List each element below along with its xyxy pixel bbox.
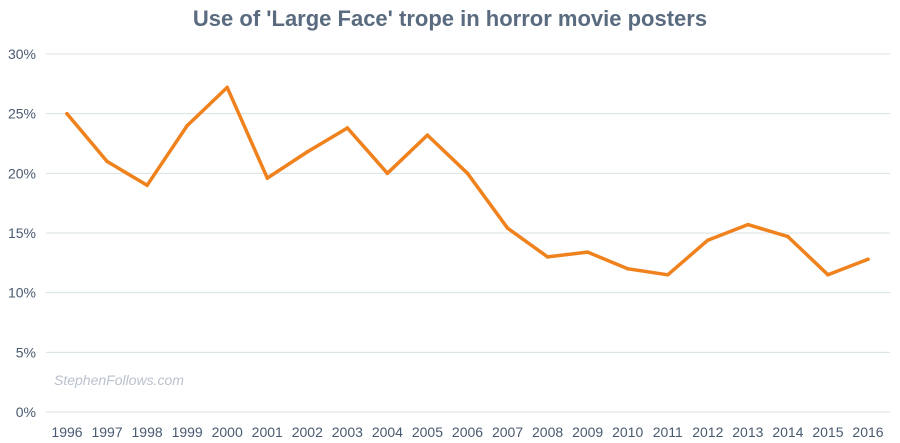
y-tick-label: 10% bbox=[8, 285, 36, 301]
x-axis-ticks: 1996 1997 1998 1999 2000 2001 2002 2003 2004 2005… bbox=[51, 424, 883, 440]
x-tick-label: 1998 bbox=[132, 424, 163, 440]
x-tick-label: 2009 bbox=[572, 424, 603, 440]
data-point bbox=[145, 183, 149, 188]
watermark: StephenFollows.com bbox=[54, 372, 184, 388]
y-tick-label: 5% bbox=[16, 344, 36, 360]
data-point bbox=[385, 171, 390, 176]
x-tick-label: 1996 bbox=[51, 424, 82, 440]
data-point bbox=[225, 85, 229, 90]
data-point bbox=[545, 255, 550, 259]
series-group bbox=[65, 85, 870, 277]
x-tick-label: 2006 bbox=[452, 424, 483, 440]
x-tick-label: 2004 bbox=[372, 424, 403, 440]
gridlines bbox=[46, 53, 890, 413]
data-point bbox=[465, 171, 470, 176]
x-tick-label: 2001 bbox=[252, 424, 283, 440]
chart-title: Use of 'Large Face' trope in horror movi… bbox=[192, 6, 708, 31]
data-point bbox=[866, 257, 870, 262]
data-point bbox=[505, 226, 510, 231]
data-point bbox=[826, 272, 830, 277]
y-tick-label: 15% bbox=[8, 225, 36, 241]
data-point bbox=[105, 159, 109, 164]
data-point bbox=[746, 222, 750, 227]
x-tick-label: 2014 bbox=[772, 424, 803, 440]
y-tick-label: 25% bbox=[8, 106, 36, 122]
x-tick-label: 2016 bbox=[852, 424, 883, 440]
x-tick-label: 2007 bbox=[492, 424, 523, 440]
x-tick-label: 1999 bbox=[172, 424, 203, 440]
data-point bbox=[665, 272, 670, 277]
data-point bbox=[305, 150, 310, 154]
y-tick-label: 20% bbox=[8, 165, 36, 181]
x-tick-label: 2008 bbox=[532, 424, 563, 440]
x-tick-label: 2002 bbox=[292, 424, 323, 440]
x-tick-label: 1997 bbox=[91, 424, 122, 440]
y-axis-ticks: 0% 5% 10% 15% 20% 25% 30% bbox=[8, 46, 36, 420]
data-point bbox=[265, 176, 270, 180]
x-tick-label: 2010 bbox=[612, 424, 643, 440]
data-point bbox=[585, 250, 590, 254]
data-point bbox=[425, 133, 430, 137]
y-tick-label: 0% bbox=[16, 404, 36, 420]
x-tick-label: 2012 bbox=[692, 424, 723, 440]
x-tick-label: 2005 bbox=[412, 424, 443, 440]
series-line bbox=[65, 85, 870, 277]
data-point bbox=[706, 238, 710, 242]
x-tick-label: 2000 bbox=[212, 424, 243, 440]
x-tick-label: 2015 bbox=[812, 424, 843, 440]
data-point bbox=[786, 234, 790, 239]
data-point bbox=[345, 126, 350, 130]
data-point bbox=[625, 267, 630, 271]
data-point bbox=[65, 111, 69, 116]
x-tick-label: 2011 bbox=[653, 424, 683, 440]
data-point bbox=[185, 123, 189, 128]
y-tick-label: 30% bbox=[8, 46, 36, 62]
x-tick-label: 2013 bbox=[732, 424, 763, 440]
x-tick-label: 2003 bbox=[332, 424, 363, 440]
